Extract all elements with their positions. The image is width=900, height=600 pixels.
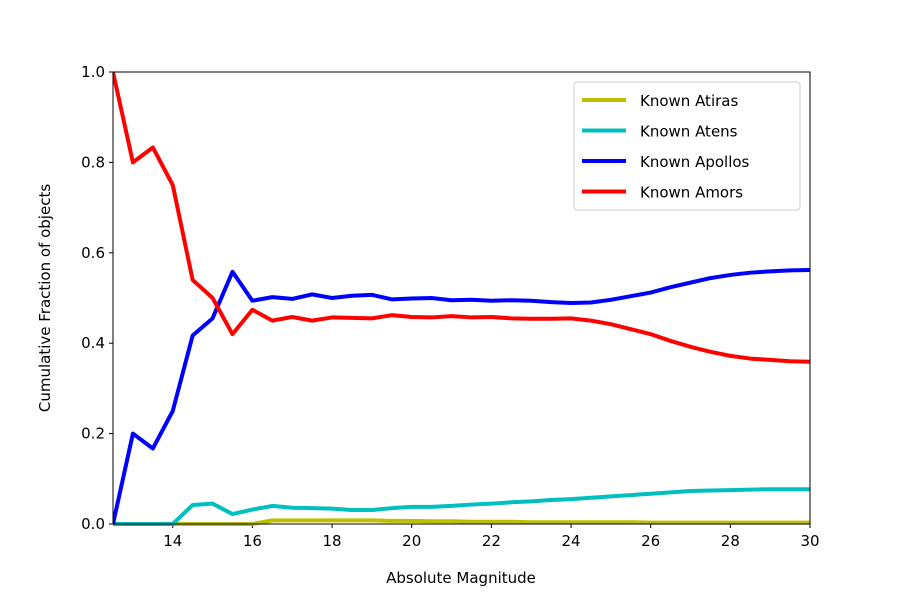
y-tick-label: 0.0: [81, 515, 105, 533]
x-tick-label: 22: [482, 532, 501, 550]
y-tick-label: 0.6: [81, 244, 105, 262]
x-tick-label: 14: [163, 532, 182, 550]
x-axis-label: Absolute Magnitude: [386, 569, 536, 587]
series-line: [113, 487, 810, 526]
y-tick-label: 0.4: [81, 334, 105, 352]
series-line: [113, 71, 810, 364]
y-tick-label: 0.8: [81, 153, 105, 171]
legend-box: [573, 81, 801, 211]
x-tick-label: 20: [402, 532, 421, 550]
legend-label: Known Atiras: [640, 92, 738, 110]
legend-label: Known Amors: [640, 184, 743, 202]
x-tick-label: 26: [641, 532, 660, 550]
y-tick-label: 1.0: [81, 63, 105, 81]
series-line: [113, 518, 810, 526]
x-tick-label: 16: [243, 532, 262, 550]
x-tick-label: 24: [561, 532, 580, 550]
x-tick-label: 28: [721, 532, 740, 550]
plot-frame: [112, 71, 811, 525]
legend-label: Known Apollos: [640, 153, 750, 171]
y-tick-label: 0.2: [81, 425, 105, 443]
y-axis-label: Cumulative Fraction of objects: [36, 184, 54, 412]
x-tick-label: 18: [323, 532, 342, 550]
legend-label: Known Atens: [640, 123, 738, 141]
series-line: [113, 267, 810, 525]
x-tick-label: 30: [800, 532, 819, 550]
